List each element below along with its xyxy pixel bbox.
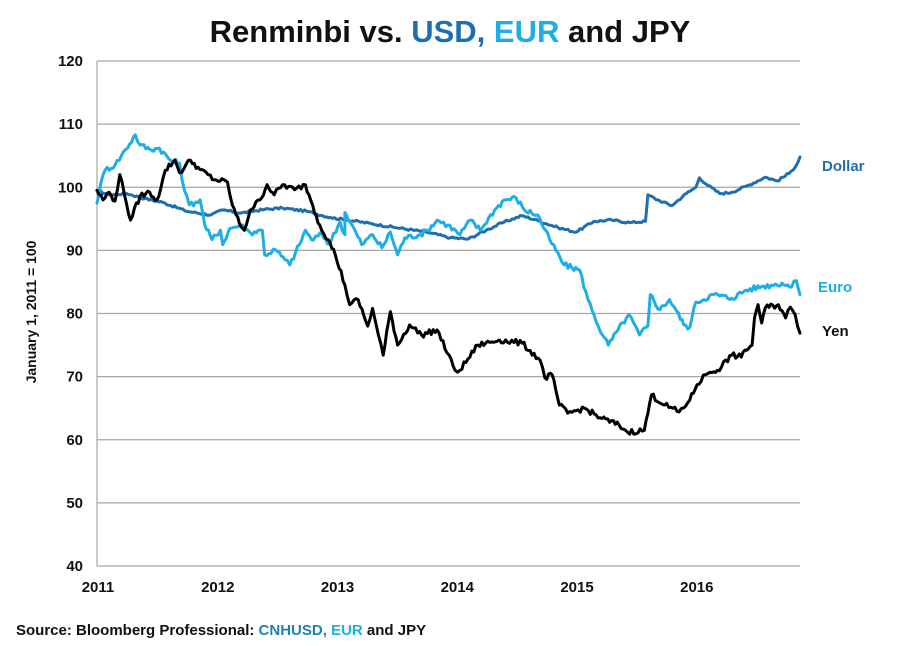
series-line-euro [95,133,802,347]
y-tick-label: 90 [66,242,83,259]
series-lines [95,133,802,436]
title-eur: EUR [493,14,560,49]
y-tick-label: 80 [66,306,83,323]
series-label-dollar: Dollar [822,158,865,175]
x-tick-label: 2012 [201,579,234,596]
title-part2: and JPY [559,14,691,49]
x-tick-labels: 2011 2012 2013 2014 2015 2016 [82,579,714,596]
series-line-dollar [95,155,802,241]
x-tick-label: 2013 [321,579,354,596]
chart-title: Renminbi vs. USD, EUR and JPY [0,14,900,50]
title-part1: Renminbi vs. [209,14,412,49]
series-line-yen [95,158,802,436]
y-tick-labels: 40 50 60 70 80 90 100 110 120 [58,53,83,575]
gridlines [97,60,800,504]
x-tick-label: 2015 [560,579,593,596]
y-tick-label: 60 [66,432,83,449]
source-cnhusd: CNHUSD, [258,622,327,639]
source-note: Source: Bloomberg Professional: CNHUSD, … [16,622,426,639]
y-tick-label: 50 [66,495,83,512]
y-tick-label: 40 [66,558,83,575]
x-tick-label: 2016 [680,579,713,596]
x-tick-label: 2014 [441,579,475,596]
title-usd: USD, [411,14,486,49]
y-axis-label: January 1, 2011 = 100 [23,240,39,383]
y-tick-label: 100 [58,179,83,196]
series-label-euro: Euro [818,279,852,296]
y-tick-label: 120 [58,53,83,70]
series-label-yen: Yen [822,323,849,340]
y-tick-label: 70 [66,369,83,386]
axes [96,61,800,567]
source-eur: EUR [331,622,363,639]
y-tick-label: 110 [59,116,83,133]
x-tick-label: 2011 [82,579,115,596]
source-part2: and JPY [362,622,427,639]
source-part1: Source: Bloomberg Professional: [16,622,259,639]
